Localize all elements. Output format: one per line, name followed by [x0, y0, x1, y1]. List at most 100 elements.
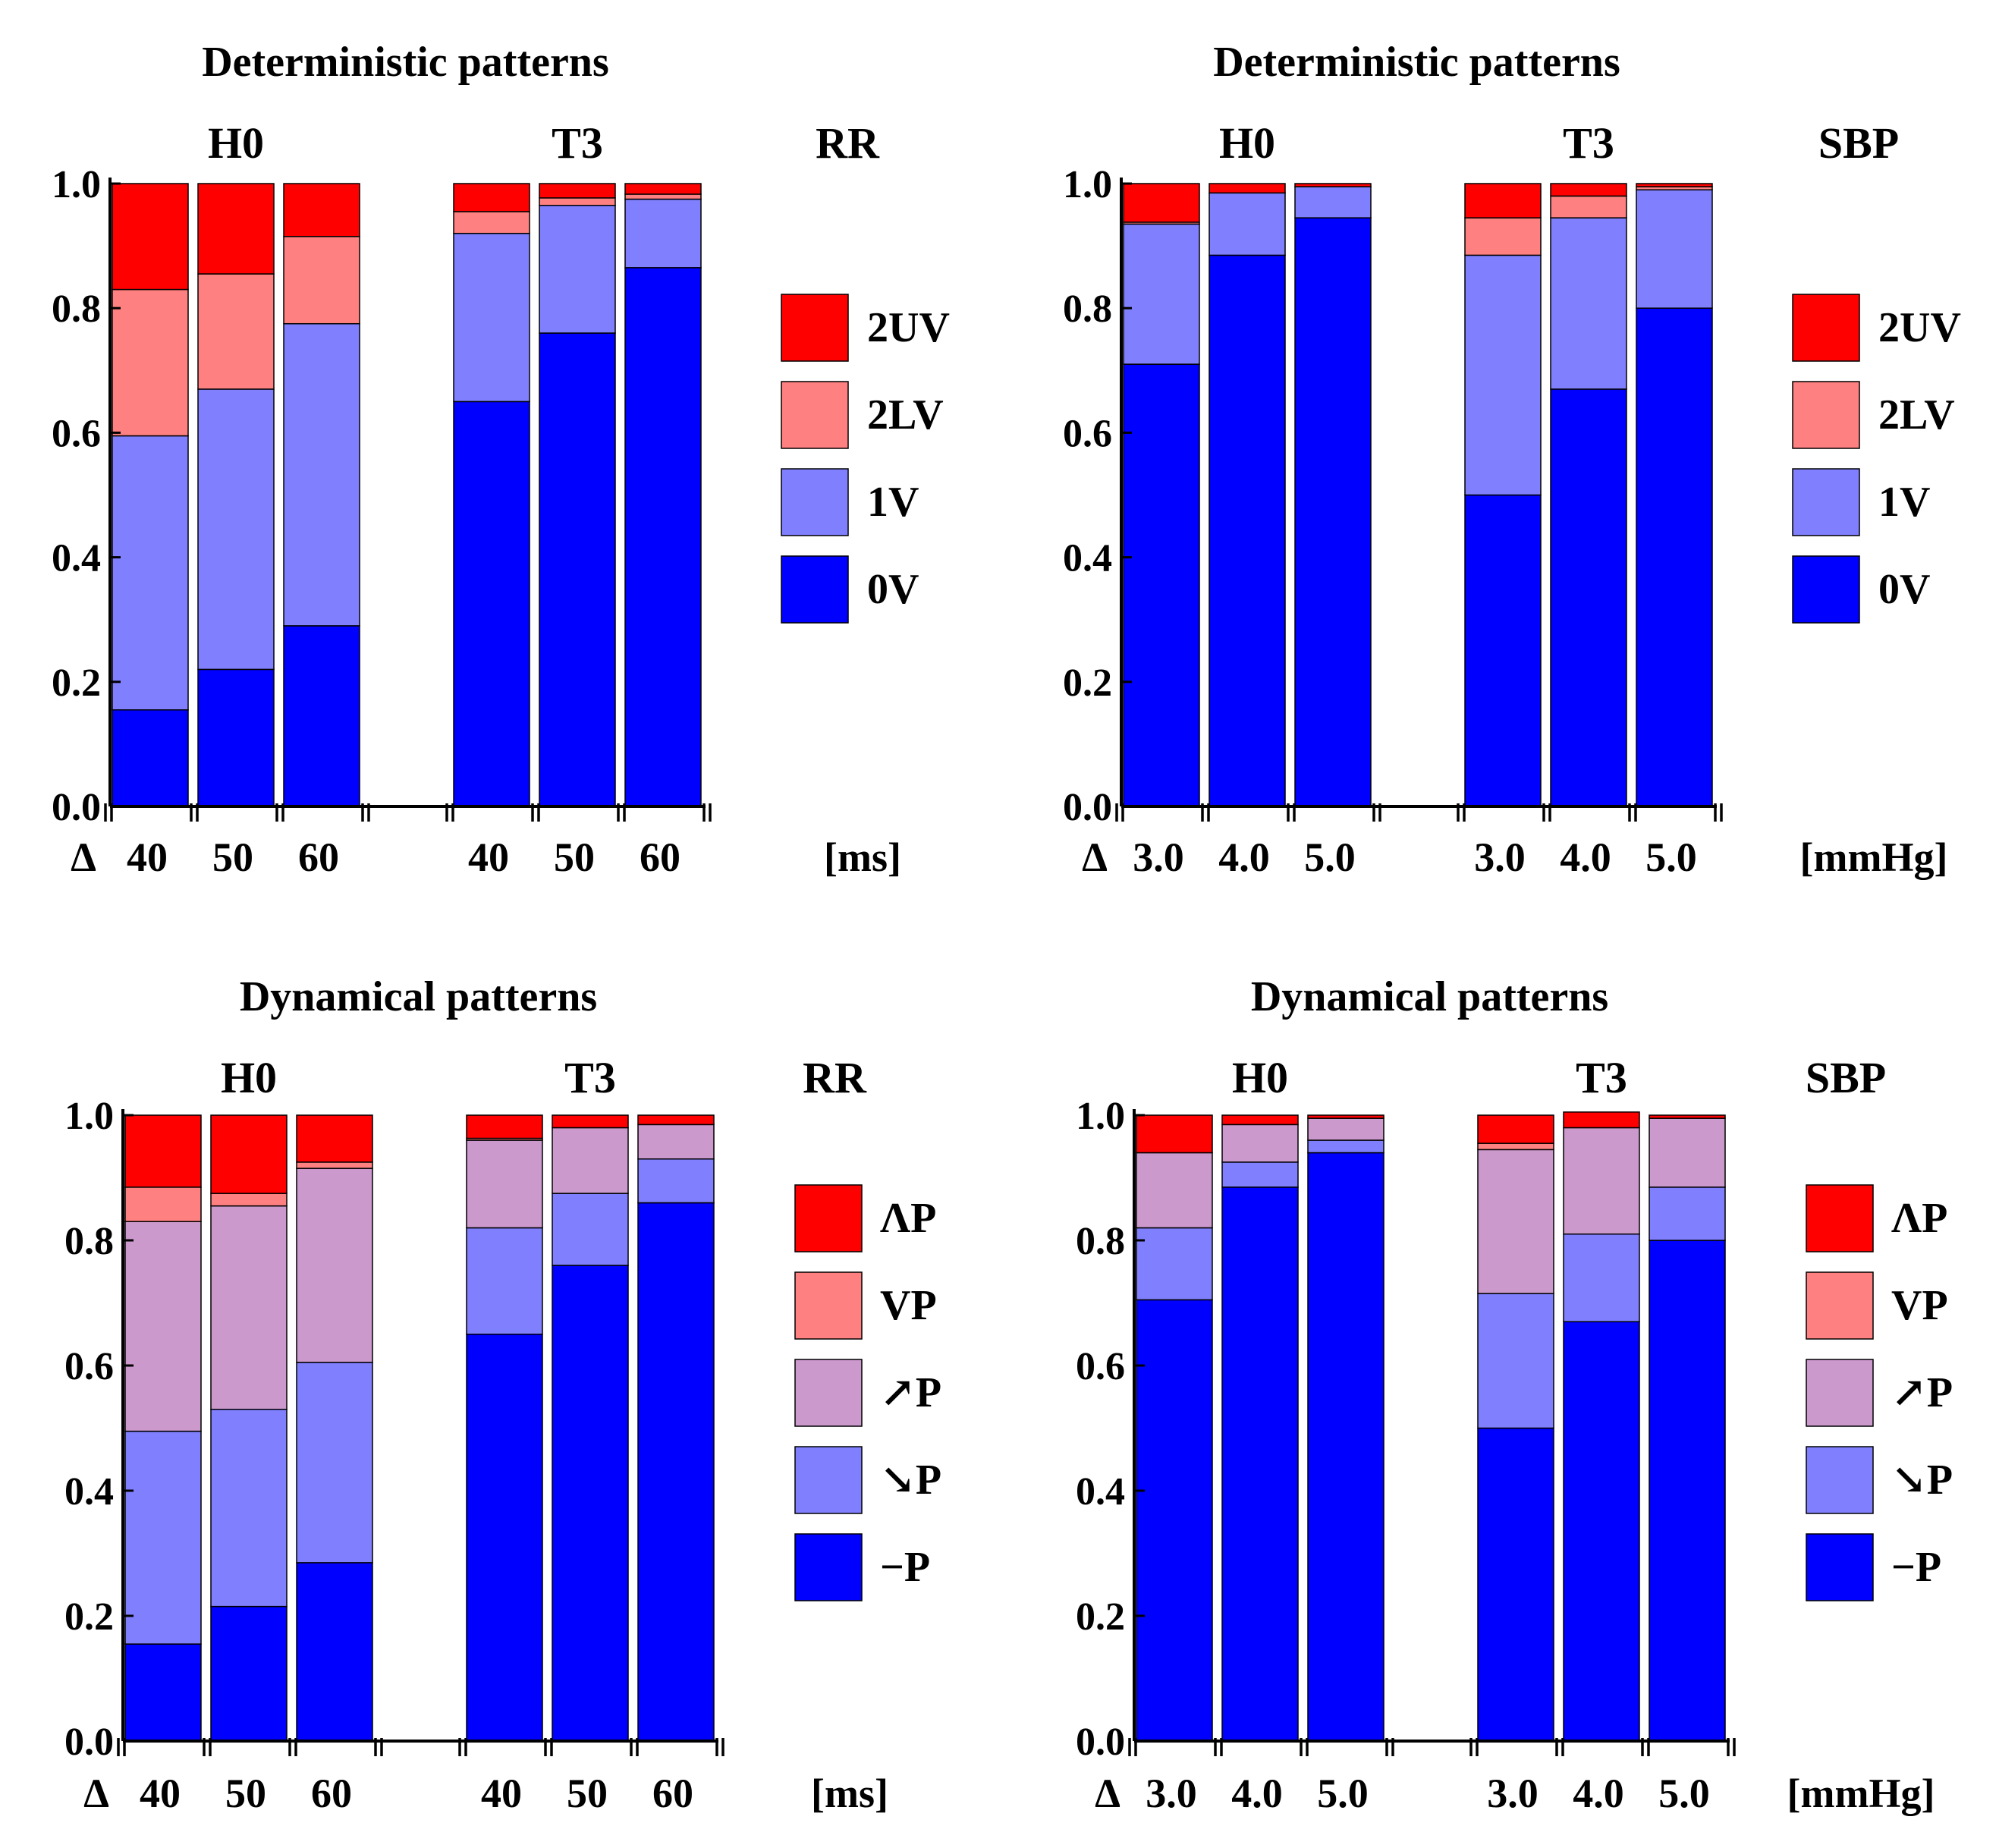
- panel-dyn-sbp: Dynamical patterns H0 T3 SBP 0.0 0.2 0.4 0.6 0.8…: [1076, 973, 1953, 1816]
- category-label-h0-40: 40: [127, 834, 168, 880]
- chart-title: Deterministic patterns: [1213, 39, 1620, 86]
- panel-det-rr: Deterministic patterns H0 T3 RR 0.0 0.2 0.4 0.6…: [52, 39, 950, 880]
- category-label-h0-3.0: 3.0: [1133, 834, 1184, 880]
- bar-t3-5.0-series-4: [1649, 1114, 1726, 1119]
- legend-swatch-2: [1806, 1359, 1874, 1427]
- bar-h0-40-series-3: [112, 183, 189, 291]
- legend-label-2: ↗P: [880, 1369, 941, 1416]
- category-label-h0-40: 40: [140, 1771, 181, 1816]
- bar-h0-40-series-1: [124, 1430, 202, 1645]
- category-label-h0-5.0: 5.0: [1304, 834, 1356, 880]
- chart-title: Deterministic patterns: [202, 39, 609, 86]
- bar-h0-60-series-1: [296, 1362, 373, 1564]
- y-tick-label-0.4: 0.4: [64, 1470, 114, 1513]
- bar-t3-40-series-3: [453, 183, 530, 212]
- bar-h0-50-series-0: [197, 668, 275, 807]
- bar-t3-60-series-1: [624, 198, 702, 269]
- bar-t3-4.0-series-1: [1550, 217, 1627, 390]
- category-label-t3-50: 50: [554, 834, 595, 880]
- y-tick-label-1.0: 1.0: [1076, 1095, 1125, 1138]
- legend-swatch-0: [1806, 1184, 1874, 1252]
- bar-t3-50-series-1: [552, 1193, 629, 1266]
- legend-label-0: ΛP: [880, 1195, 936, 1242]
- legend-swatch-3: [1792, 555, 1860, 624]
- category-label-h0-60: 60: [298, 834, 339, 880]
- legend-label-1: 2LV: [1878, 391, 1955, 438]
- bar-h0-60-series-0: [296, 1562, 373, 1742]
- bar-t3-3.0-series-1: [1464, 254, 1542, 496]
- bar-h0-4.0-series-2: [1221, 1124, 1299, 1163]
- y-tick-label-0.6: 0.6: [1063, 412, 1112, 455]
- bar-h0-60-series-3: [296, 1161, 373, 1169]
- legend-swatch-0: [794, 1184, 863, 1252]
- category-label-t3-50: 50: [567, 1771, 608, 1816]
- bar-h0-50-series-1: [197, 388, 275, 671]
- bar-h0-50-series-3: [197, 183, 275, 275]
- bar-t3-50-series-0: [552, 1265, 629, 1742]
- bar-h0-3.0-series-1: [1136, 1227, 1213, 1301]
- bar-t3-50-series-3: [539, 183, 616, 199]
- y-tick-label-0.4: 0.4: [1076, 1470, 1125, 1513]
- bar-h0-3.0-series-0: [1136, 1299, 1213, 1742]
- bar-h0-60-series-3: [283, 183, 360, 237]
- bar-h0-50-series-2: [197, 273, 275, 390]
- group-label-t3: T3: [1563, 118, 1614, 168]
- bar-h0-5.0-series-2: [1307, 1117, 1385, 1141]
- y-tick-label-0.4: 0.4: [1063, 537, 1112, 580]
- legend-label-0: 2UV: [1878, 304, 1961, 351]
- bar-h0-5.0-series-3: [1294, 183, 1372, 187]
- legend-swatch-2: [794, 1359, 863, 1427]
- bar-h0-40-series-3: [124, 1186, 202, 1222]
- y-tick-label-0.0: 0.0: [1076, 1721, 1125, 1764]
- bar-h0-4.0-series-3: [1209, 183, 1286, 194]
- bar-t3-4.0-series-2: [1550, 195, 1627, 218]
- category-label-h0-3.0: 3.0: [1146, 1771, 1197, 1816]
- bar-t3-4.0-series-0: [1563, 1321, 1640, 1742]
- bar-t3-3.0-series-2: [1477, 1149, 1554, 1294]
- category-label-h0-60: 60: [311, 1771, 352, 1816]
- bar-h0-60-series-2: [296, 1168, 373, 1363]
- delta-symbol: Δ: [1095, 1771, 1121, 1816]
- bar-t3-3.0-series-3: [1477, 1142, 1554, 1151]
- y-tick-label-1.0: 1.0: [64, 1095, 114, 1138]
- category-label-t3-60: 60: [640, 834, 680, 880]
- bar-t3-5.0-series-0: [1636, 307, 1713, 807]
- y-tick-label-0.8: 0.8: [1076, 1220, 1125, 1263]
- delta-symbol: Δ: [71, 834, 96, 880]
- bar-h0-40-series-0: [124, 1643, 202, 1742]
- y-tick-label-0.4: 0.4: [52, 537, 101, 580]
- category-label-h0-50: 50: [225, 1771, 266, 1816]
- category-label-t3-5.0: 5.0: [1658, 1771, 1710, 1816]
- y-tick-label-1.0: 1.0: [1063, 163, 1112, 206]
- bar-t3-5.0-series-0: [1649, 1240, 1726, 1742]
- group-label-h0: H0: [1219, 118, 1275, 168]
- bar-h0-60-series-4: [296, 1114, 373, 1163]
- bar-h0-40-series-4: [124, 1114, 202, 1188]
- legend-swatch-1: [1806, 1271, 1874, 1340]
- unit-label: [ms]: [811, 1771, 888, 1816]
- y-tick-label-0.6: 0.6: [52, 412, 101, 455]
- y-tick-label-0.2: 0.2: [1076, 1595, 1125, 1639]
- legend-swatch-3: [1806, 1446, 1874, 1514]
- bar-t3-60-series-3: [624, 183, 702, 195]
- legend-swatch-3: [781, 555, 849, 624]
- unit-label: [ms]: [824, 834, 901, 880]
- legend-label-3: 0V: [867, 566, 919, 613]
- bar-t3-5.0-series-2: [1649, 1117, 1726, 1188]
- legend-label-2: 1V: [867, 479, 919, 526]
- bar-h0-5.0-series-4: [1307, 1114, 1385, 1119]
- bar-t3-4.0-series-2: [1563, 1127, 1640, 1235]
- bar-h0-5.0-series-1: [1294, 186, 1372, 218]
- legend-swatch-2: [781, 468, 849, 536]
- legend-label-1: 2LV: [867, 391, 944, 438]
- variable-label: SBP: [1806, 1053, 1886, 1102]
- y-tick-label-0.0: 0.0: [52, 786, 101, 829]
- category-label-t3-40: 40: [481, 1771, 522, 1816]
- category-label-h0-5.0: 5.0: [1317, 1771, 1369, 1816]
- y-tick-label-0.2: 0.2: [64, 1595, 114, 1639]
- y-tick-label-0.6: 0.6: [1076, 1345, 1125, 1388]
- category-label-t3-3.0: 3.0: [1487, 1771, 1539, 1816]
- bar-t3-40-series-0: [453, 401, 530, 807]
- bar-t3-40-series-0: [466, 1334, 543, 1742]
- y-tick-label-1.0: 1.0: [52, 163, 101, 206]
